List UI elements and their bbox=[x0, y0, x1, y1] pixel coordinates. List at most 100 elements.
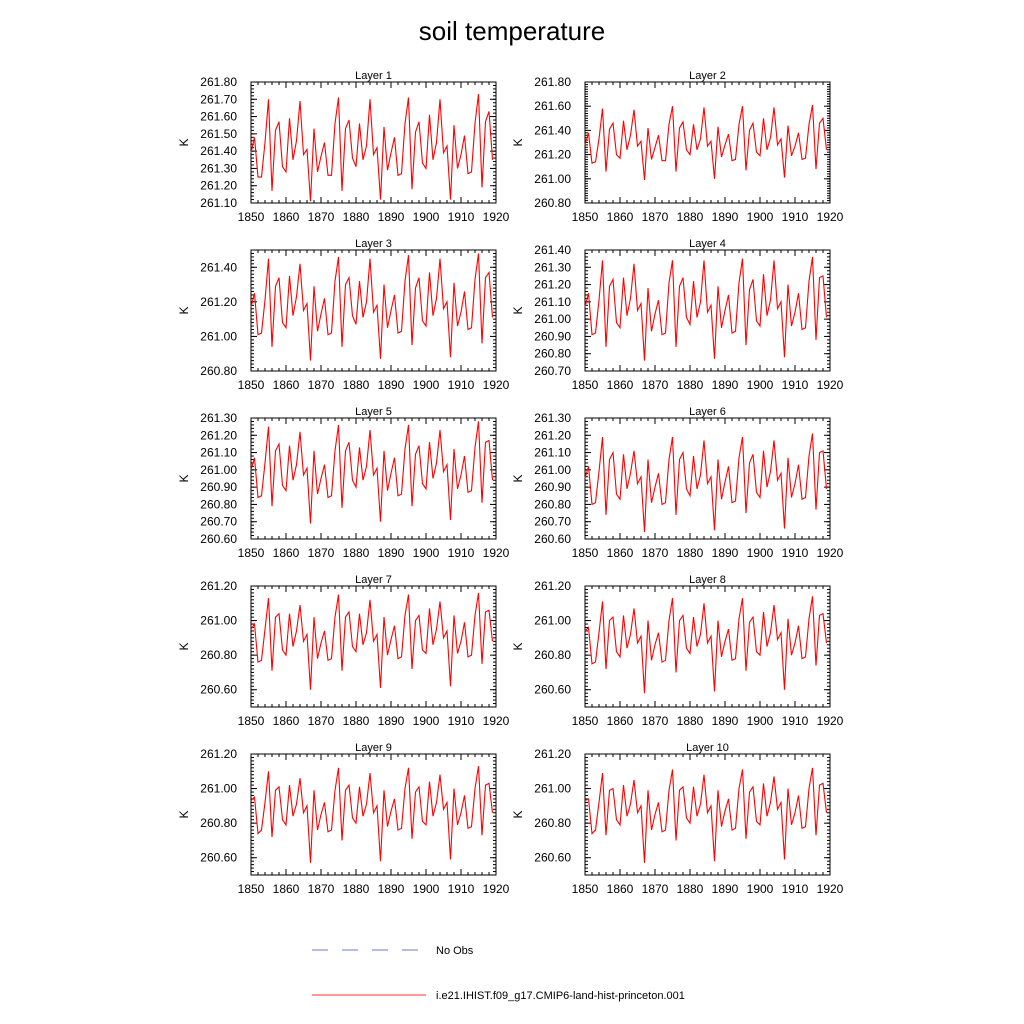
panel-layer-1: Layer 1 K 1850 1860 1870 1880 1890 1900 1910 1920… bbox=[177, 70, 510, 224]
panel-layer-8: Layer 8 K 1850 1860 1870 1880 1890 1900 1910 1920… bbox=[511, 574, 844, 728]
panel-layer-10: Layer 10 K 1850 1860 1870 1880 1890 1900 1910 192… bbox=[511, 742, 844, 896]
y-tick-label: 260.60 bbox=[200, 851, 237, 865]
x-tick-label: 1880 bbox=[343, 378, 370, 392]
y-tick-label: 261.20 bbox=[200, 295, 237, 309]
y-tick-label: 260.80 bbox=[200, 497, 237, 511]
x-tick-label: 1870 bbox=[642, 378, 669, 392]
y-tick-label: 261.50 bbox=[200, 127, 237, 141]
series-line bbox=[250, 421, 494, 524]
plot-frame bbox=[250, 249, 497, 372]
x-tick-label: 1870 bbox=[308, 378, 335, 392]
x-tick-label: 1920 bbox=[483, 882, 510, 896]
series-line bbox=[584, 596, 828, 694]
y-axis-label: K bbox=[511, 642, 525, 650]
y-tick-label: 261.20 bbox=[534, 428, 571, 442]
x-tick-label: 1920 bbox=[483, 210, 510, 224]
y-tick-label: 260.60 bbox=[534, 532, 571, 546]
panel-layer-7: Layer 7 K 1850 1860 1870 1880 1890 1900 1910 1920… bbox=[177, 574, 510, 728]
x-tick-label: 1900 bbox=[747, 714, 774, 728]
series-line bbox=[250, 253, 494, 361]
y-tick-label: 261.20 bbox=[200, 579, 237, 593]
x-tick-label: 1860 bbox=[607, 882, 634, 896]
x-tick-label: 1870 bbox=[642, 210, 669, 224]
y-axis-label: K bbox=[177, 138, 191, 146]
x-tick-label: 1850 bbox=[572, 210, 599, 224]
x-tick-label: 1900 bbox=[747, 210, 774, 224]
x-tick-label: 1880 bbox=[677, 546, 704, 560]
x-tick-label: 1890 bbox=[712, 714, 739, 728]
x-tick-label: 1860 bbox=[273, 714, 300, 728]
y-tick-label: 260.80 bbox=[534, 648, 571, 662]
x-tick-label: 1910 bbox=[782, 546, 809, 560]
y-tick-label: 261.30 bbox=[534, 260, 571, 274]
x-tick-label: 1890 bbox=[378, 210, 405, 224]
x-tick-label: 1910 bbox=[448, 378, 475, 392]
panel-layer-4: Layer 4 K 1850 1860 1870 1880 1890 1900 1910 1920… bbox=[511, 238, 844, 392]
x-tick-label: 1890 bbox=[378, 546, 405, 560]
x-tick-label: 1910 bbox=[782, 210, 809, 224]
x-tick-label: 1880 bbox=[343, 546, 370, 560]
legend-label-model: i.e21.IHIST.f09_g17.CMIP6-land-hist-prin… bbox=[436, 990, 685, 1002]
x-tick-label: 1900 bbox=[413, 378, 440, 392]
y-tick-label: 261.00 bbox=[534, 463, 571, 477]
plot-frame bbox=[250, 81, 497, 204]
x-tick-label: 1860 bbox=[273, 882, 300, 896]
y-tick-label: 261.00 bbox=[200, 614, 237, 628]
plot-frame bbox=[250, 753, 497, 876]
plot-frame bbox=[250, 585, 497, 708]
y-tick-label: 261.20 bbox=[534, 579, 571, 593]
x-tick-label: 1880 bbox=[677, 210, 704, 224]
panel-layer-2: Layer 2 K 1850 1860 1870 1880 1890 1900 1910 1920… bbox=[511, 70, 844, 224]
y-tick-label: 260.60 bbox=[200, 683, 237, 697]
subplot-title: Layer 8 bbox=[689, 574, 726, 586]
x-tick-label: 1870 bbox=[308, 714, 335, 728]
subplot-title: Layer 9 bbox=[355, 742, 392, 754]
y-tick-label: 260.80 bbox=[534, 816, 571, 830]
y-tick-label: 261.30 bbox=[200, 411, 237, 425]
x-tick-label: 1880 bbox=[343, 714, 370, 728]
x-tick-label: 1850 bbox=[572, 546, 599, 560]
plot-frame bbox=[250, 417, 497, 540]
y-tick-label: 260.90 bbox=[534, 329, 571, 343]
x-tick-label: 1920 bbox=[817, 714, 844, 728]
subplot-title: Layer 6 bbox=[689, 406, 726, 418]
y-tick-label: 260.90 bbox=[200, 480, 237, 494]
series-line bbox=[584, 433, 828, 533]
series-line bbox=[250, 766, 494, 863]
y-tick-label: 260.80 bbox=[534, 347, 571, 361]
y-axis-label: K bbox=[177, 810, 191, 818]
x-tick-label: 1890 bbox=[712, 882, 739, 896]
x-tick-label: 1920 bbox=[817, 210, 844, 224]
x-tick-label: 1910 bbox=[782, 378, 809, 392]
panel-layer-9: Layer 9 K 1850 1860 1870 1880 1890 1900 1910 1920… bbox=[177, 742, 510, 896]
x-tick-label: 1880 bbox=[677, 714, 704, 728]
panel-layer-6: Layer 6 K 1850 1860 1870 1880 1890 1900 1910 1920… bbox=[511, 406, 844, 560]
x-tick-label: 1880 bbox=[677, 882, 704, 896]
series-line bbox=[584, 256, 828, 361]
y-tick-label: 261.40 bbox=[534, 243, 571, 257]
y-tick-label: 260.80 bbox=[200, 816, 237, 830]
x-tick-label: 1870 bbox=[308, 546, 335, 560]
y-tick-label: 261.40 bbox=[200, 260, 237, 274]
y-tick-label: 261.40 bbox=[200, 144, 237, 158]
y-axis-label: K bbox=[177, 474, 191, 482]
x-tick-label: 1900 bbox=[413, 210, 440, 224]
x-tick-label: 1860 bbox=[607, 210, 634, 224]
y-tick-label: 261.20 bbox=[200, 428, 237, 442]
y-tick-label: 260.70 bbox=[200, 515, 237, 529]
plot-frame bbox=[584, 753, 831, 876]
y-tick-label: 261.00 bbox=[200, 329, 237, 343]
x-tick-label: 1920 bbox=[817, 882, 844, 896]
y-tick-label: 260.80 bbox=[534, 196, 571, 210]
y-tick-label: 261.10 bbox=[534, 446, 571, 460]
x-tick-label: 1850 bbox=[238, 882, 265, 896]
subplot-title: Layer 3 bbox=[355, 238, 392, 250]
y-tick-label: 260.80 bbox=[200, 648, 237, 662]
x-tick-label: 1920 bbox=[483, 546, 510, 560]
y-tick-label: 261.60 bbox=[200, 110, 237, 124]
y-tick-label: 260.80 bbox=[534, 497, 571, 511]
y-tick-label: 261.00 bbox=[534, 614, 571, 628]
panel-layer-3: Layer 3 K 1850 1860 1870 1880 1890 1900 1910 1920… bbox=[177, 238, 510, 392]
y-tick-label: 261.10 bbox=[200, 446, 237, 460]
